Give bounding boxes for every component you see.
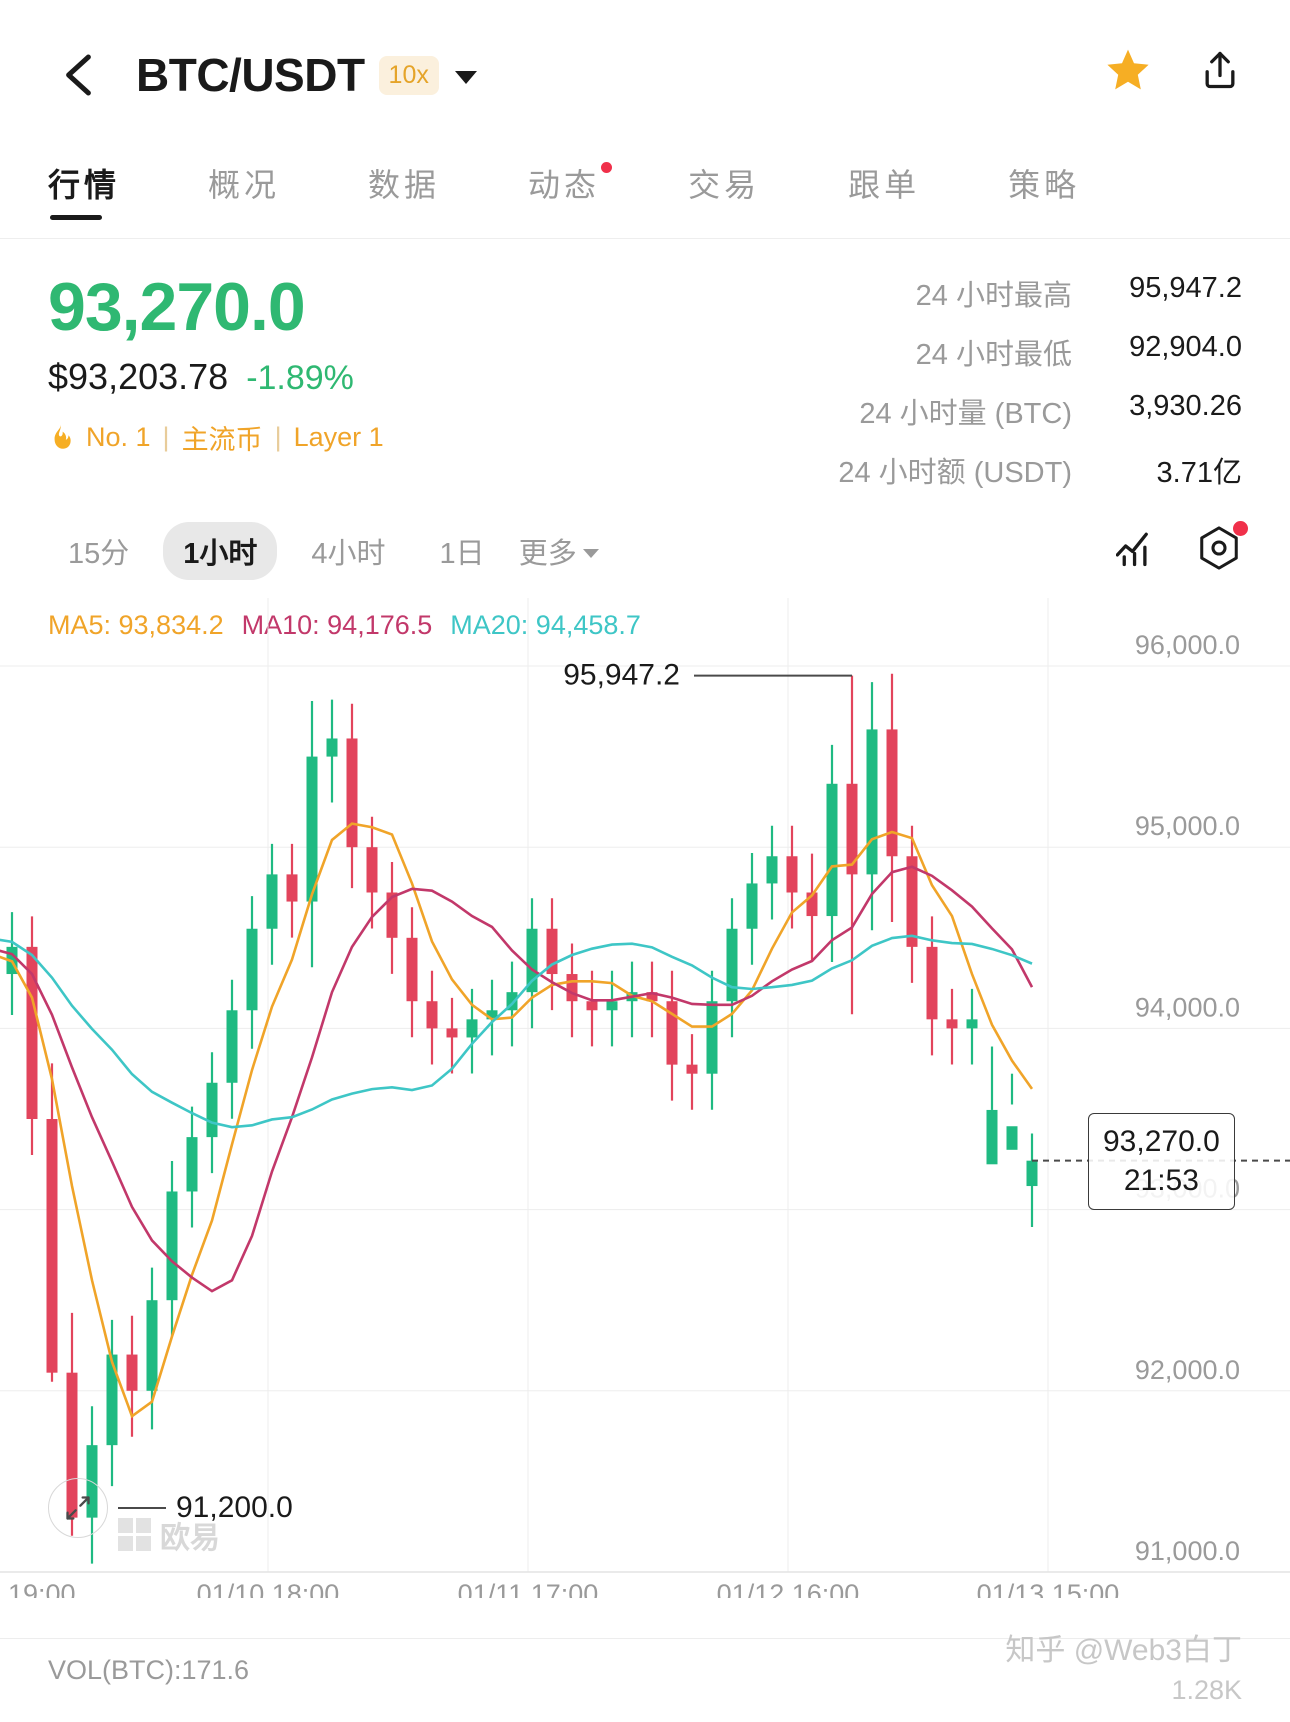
svg-text:92,000.0: 92,000.0	[1135, 1355, 1240, 1385]
svg-text:01/13 15:00: 01/13 15:00	[977, 1579, 1120, 1598]
svg-text:94,000.0: 94,000.0	[1135, 992, 1240, 1022]
svg-text:01/10 18:00: 01/10 18:00	[197, 1579, 340, 1598]
svg-text:19:00: 19:00	[8, 1579, 76, 1598]
svg-text:01/11 17:00: 01/11 17:00	[458, 1579, 599, 1598]
svg-text:95,000.0: 95,000.0	[1135, 811, 1240, 841]
svg-text:96,000.0: 96,000.0	[1135, 630, 1240, 660]
svg-text:95,947.2: 95,947.2	[563, 659, 680, 692]
svg-text:91,000.0: 91,000.0	[1135, 1536, 1240, 1566]
svg-text:01/12 16:00: 01/12 16:00	[717, 1579, 860, 1598]
